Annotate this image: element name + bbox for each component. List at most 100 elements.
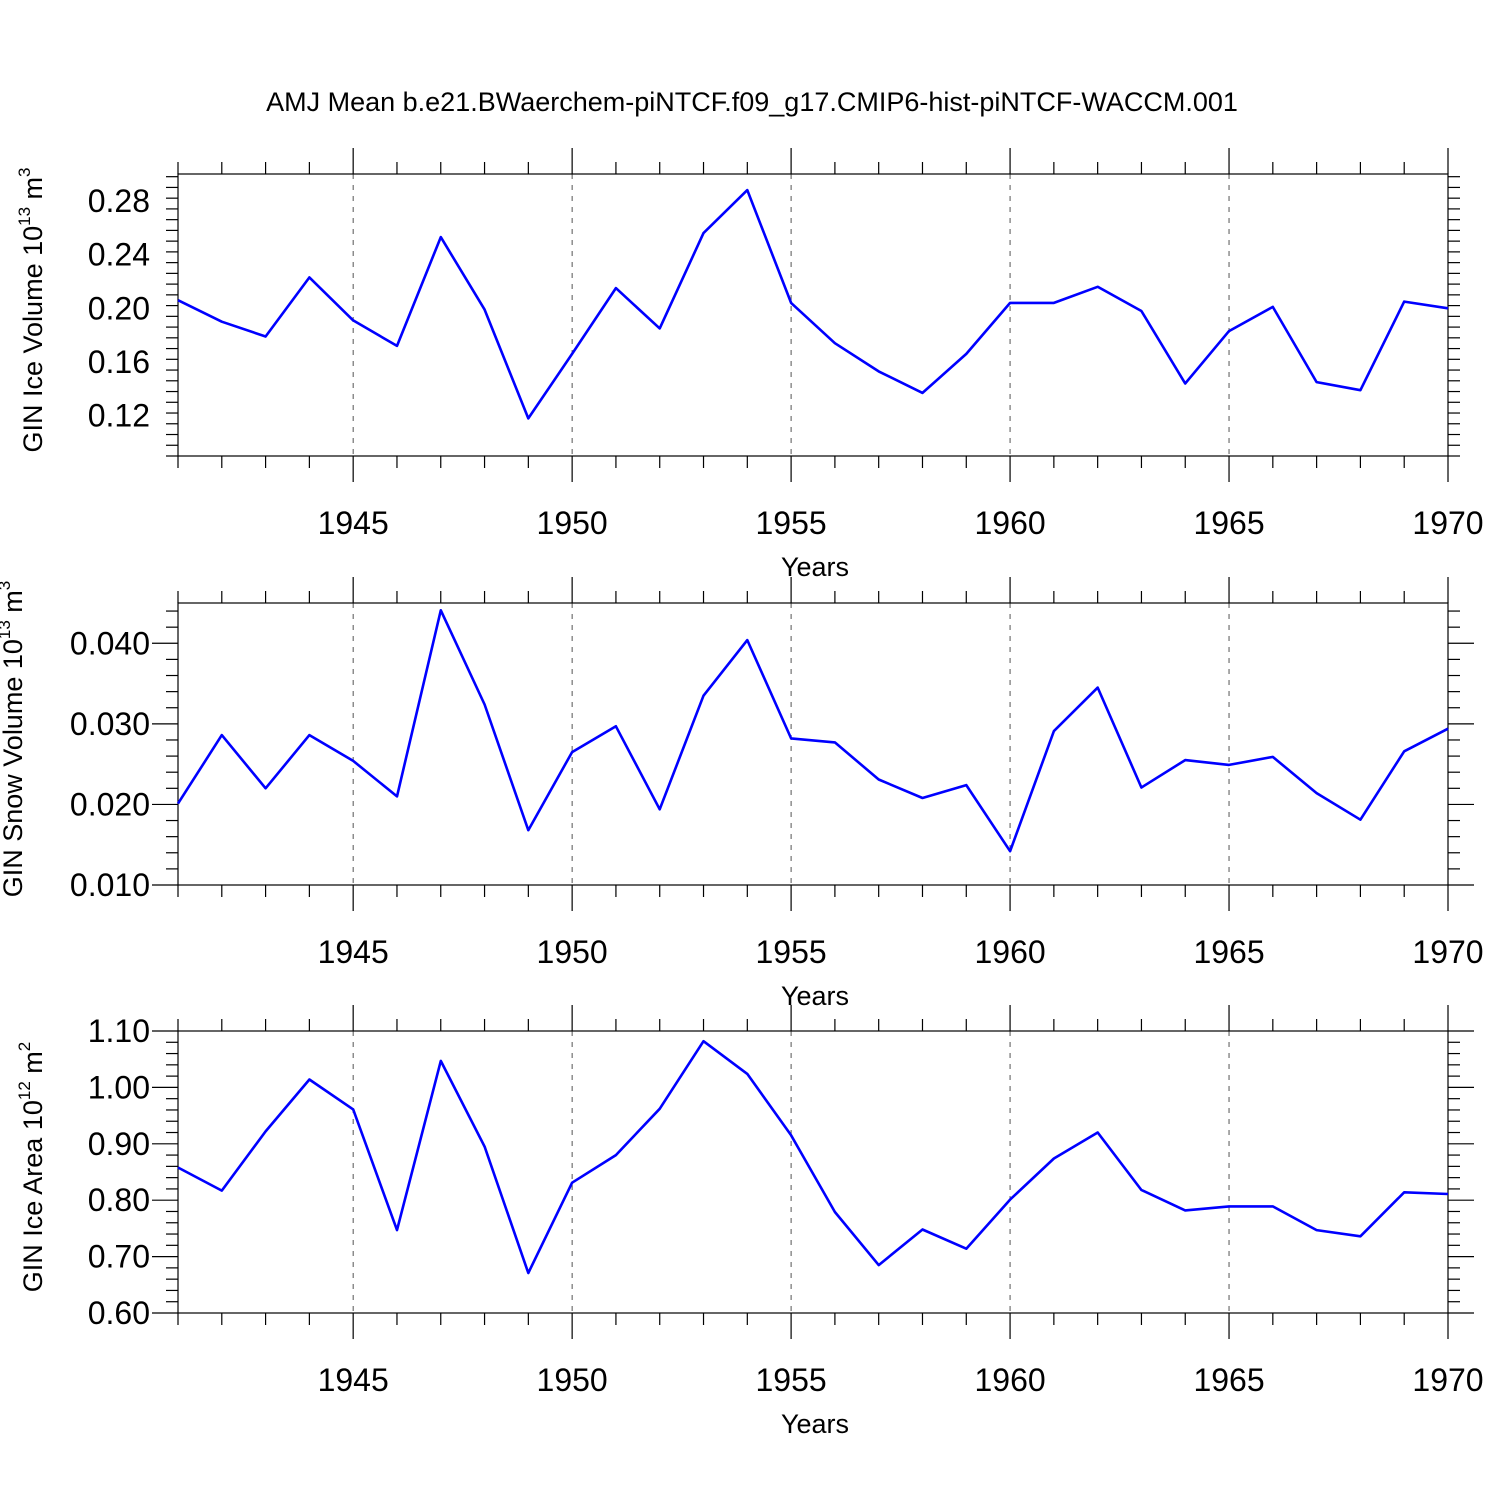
data-point — [1402, 300, 1406, 304]
data-point — [920, 796, 924, 800]
plot-frame — [177, 1030, 1449, 1314]
data-point — [964, 783, 968, 787]
x-tick-label: 1965 — [1193, 934, 1264, 970]
data-point — [439, 235, 443, 239]
x-axis-label: Years — [781, 981, 849, 1011]
data-point — [307, 1078, 311, 1082]
plots: 0.12 0.16 0.20 0.24 0.28 1945 1950 1955 1960 1965… — [0, 148, 1484, 1439]
x-tick-label: 1965 — [1193, 505, 1264, 541]
x-tick-label: 1960 — [974, 934, 1045, 970]
data-point — [1358, 388, 1362, 392]
y-tick-label: 0.24 — [88, 237, 150, 273]
series-line — [177, 1039, 1449, 1275]
data-point — [1446, 306, 1450, 310]
data-point — [833, 740, 837, 744]
data-point — [658, 807, 662, 811]
data-point — [1402, 1190, 1406, 1194]
panel-1: 0.12 0.16 0.20 0.24 0.28 1945 1950 1955 1960 1965… — [15, 148, 1484, 582]
x-tick-label: 1945 — [318, 505, 389, 541]
data-point — [176, 802, 180, 806]
data-point — [964, 1247, 968, 1251]
data-point — [920, 1228, 924, 1232]
data-point — [220, 320, 224, 324]
y-tick-label: 0.80 — [88, 1182, 150, 1218]
y-tick-label: 1.10 — [88, 1013, 150, 1049]
data-point — [1008, 849, 1012, 853]
data-point — [658, 326, 662, 330]
x-tick-label: 1960 — [974, 505, 1045, 541]
data-point — [614, 724, 618, 728]
data-point — [526, 828, 530, 832]
y-tick-label: 1.00 — [88, 1069, 150, 1105]
data-point — [1271, 755, 1275, 759]
data-point — [877, 369, 881, 373]
data-point — [702, 694, 706, 698]
data-point — [351, 1107, 355, 1111]
y-tick-label: 0.020 — [70, 786, 150, 822]
data-point — [1183, 1208, 1187, 1212]
series-line — [177, 188, 1449, 420]
data-point — [1096, 1131, 1100, 1135]
data-point — [833, 341, 837, 345]
data-point — [1139, 1188, 1143, 1192]
data-point — [877, 777, 881, 781]
data-point — [1402, 749, 1406, 753]
x-tick-label: 1960 — [974, 1362, 1045, 1398]
y-tick-label: 0.16 — [88, 344, 150, 380]
data-point — [1052, 301, 1056, 305]
data-point — [439, 608, 443, 612]
y-tick-label: 0.28 — [88, 183, 150, 219]
data-point — [1096, 285, 1100, 289]
y-tick-label: 0.010 — [70, 867, 150, 903]
data-point — [658, 1107, 662, 1111]
figure-title: AMJ Mean b.e21.BWaerchem-piNTCF.f09_g17.… — [266, 87, 1238, 117]
data-point — [526, 1271, 530, 1275]
data-point — [351, 318, 355, 322]
data-point — [1358, 1234, 1362, 1238]
data-point — [1227, 763, 1231, 767]
data-point — [1271, 305, 1275, 309]
plot-frame — [177, 173, 1449, 457]
data-point — [264, 1129, 268, 1133]
y-tick-label: 0.60 — [88, 1295, 150, 1331]
data-point — [1358, 818, 1362, 822]
data-point — [351, 759, 355, 763]
data-point — [789, 736, 793, 740]
data-point — [570, 750, 574, 754]
data-point — [1096, 686, 1100, 690]
data-point — [1227, 329, 1231, 333]
data-point — [1052, 729, 1056, 733]
data-point — [1183, 381, 1187, 385]
data-point — [745, 1072, 749, 1076]
data-point — [1315, 380, 1319, 384]
data-point — [789, 301, 793, 305]
y-tick-label: 0.70 — [88, 1239, 150, 1275]
data-point — [614, 1153, 618, 1157]
x-axis-label: Years — [781, 552, 849, 582]
data-point — [483, 703, 487, 707]
y-axis-label: GIN Ice Volume 1013 m3 — [15, 167, 48, 452]
data-point — [1052, 1156, 1056, 1160]
data-point — [1271, 1204, 1275, 1208]
x-tick-label: 1945 — [318, 934, 389, 970]
y-tick-label: 0.20 — [88, 290, 150, 326]
data-point — [570, 352, 574, 356]
y-tick-label: 0.030 — [70, 706, 150, 742]
data-point — [395, 794, 399, 798]
data-point — [614, 286, 618, 290]
data-point — [1183, 758, 1187, 762]
data-point — [833, 1210, 837, 1214]
x-tick-label: 1950 — [537, 505, 608, 541]
data-point — [176, 298, 180, 302]
data-point — [1446, 1192, 1450, 1196]
panel-3: 0.60 0.70 0.80 0.90 1.00 1.10 1945 1950 1955 1960… — [15, 1005, 1484, 1439]
data-point — [307, 733, 311, 737]
data-point — [220, 733, 224, 737]
y-axis-label: GIN Snow Volume 1013 m3 — [0, 581, 28, 898]
data-point — [1227, 1204, 1231, 1208]
data-point — [264, 786, 268, 790]
x-tick-label: 1950 — [537, 1362, 608, 1398]
data-point — [1008, 1198, 1012, 1202]
data-point — [439, 1059, 443, 1063]
